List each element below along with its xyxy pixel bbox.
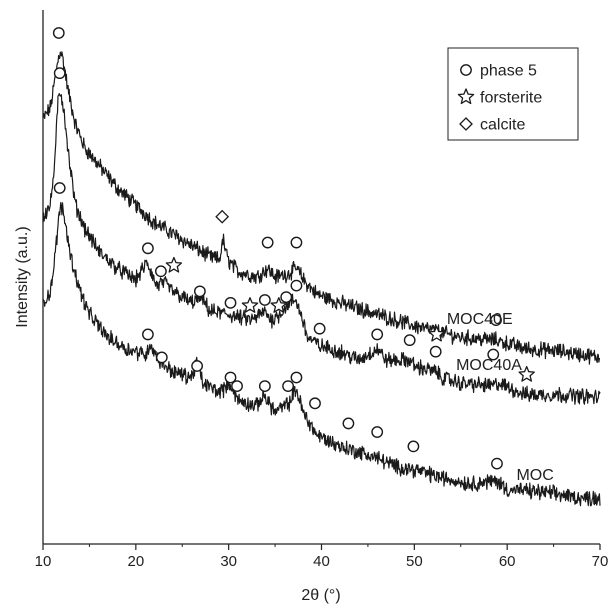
series-lines — [42, 51, 601, 507]
y-axis-title: Intensity (a.u.) — [14, 226, 31, 327]
circle-marker — [403, 334, 416, 347]
circle-marker — [224, 371, 237, 384]
x-axis-tick-labels: 10 20 30 40 50 60 70 — [35, 553, 609, 570]
circle-marker — [290, 236, 303, 249]
star-marker — [165, 256, 183, 273]
circle-marker — [53, 182, 66, 194]
circle-marker — [224, 296, 237, 309]
series-labels: MOC40E MOC40A MOC — [447, 311, 554, 484]
circle-marker — [154, 265, 167, 278]
circle-marker — [487, 348, 500, 361]
star-marker — [241, 297, 259, 313]
circle-marker — [290, 371, 303, 384]
circle-marker — [490, 314, 502, 326]
circle-marker — [258, 294, 271, 306]
circle-marker — [261, 236, 274, 249]
x-axis-title: 2θ (°) — [301, 587, 340, 604]
series-label-moc40a: MOC40A — [456, 357, 522, 374]
legend-label: phase 5 — [480, 63, 537, 80]
diamond-marker — [215, 209, 230, 224]
x-axis-ticks — [42, 544, 601, 550]
x-tick-label: 50 — [406, 553, 423, 570]
legend: phase 5 forsterite calcite — [447, 47, 579, 141]
circle-marker — [191, 360, 204, 372]
circle-marker — [491, 457, 503, 470]
circle-marker — [313, 322, 326, 335]
series-label-moc: MOC — [516, 467, 553, 484]
x-tick-label: 70 — [592, 553, 609, 570]
circle-marker — [280, 291, 293, 303]
circle-marker — [282, 380, 294, 392]
series-line-moc40a — [42, 93, 601, 405]
x-tick-label: 20 — [127, 553, 144, 570]
circle-marker — [231, 380, 243, 392]
circle-marker — [309, 397, 321, 410]
series-label-moc40e: MOC40E — [447, 311, 513, 328]
circle-marker — [193, 285, 206, 298]
legend-diamond-symbol — [459, 117, 473, 131]
circle-marker — [52, 27, 65, 39]
legend-star-symbol — [457, 88, 475, 105]
circle-marker — [142, 328, 154, 341]
circle-marker — [142, 242, 154, 255]
star-marker — [428, 325, 445, 342]
x-tick-label: 10 — [35, 553, 52, 570]
series-line-moc — [42, 201, 601, 507]
legend-entries: phase 5 forsterite calcite — [457, 63, 542, 134]
x-tick-label: 60 — [499, 553, 516, 570]
circle-marker — [371, 328, 384, 341]
legend-label: calcite — [480, 117, 525, 134]
legend-circle-symbol — [460, 64, 472, 76]
legend-label: forsterite — [480, 90, 542, 107]
series-line-moc40e — [42, 51, 600, 365]
x-tick-label: 30 — [220, 553, 237, 570]
circle-marker — [290, 279, 303, 292]
circle-marker — [258, 380, 271, 392]
star-marker — [518, 365, 535, 382]
peak-markers — [52, 27, 535, 470]
circle-marker — [53, 67, 66, 80]
circle-marker — [429, 345, 442, 358]
circle-marker — [407, 440, 420, 453]
circle-marker — [371, 426, 384, 438]
circle-marker — [342, 417, 355, 430]
circle-marker — [155, 351, 168, 364]
x-tick-label: 40 — [313, 553, 330, 570]
star-marker — [270, 297, 288, 313]
